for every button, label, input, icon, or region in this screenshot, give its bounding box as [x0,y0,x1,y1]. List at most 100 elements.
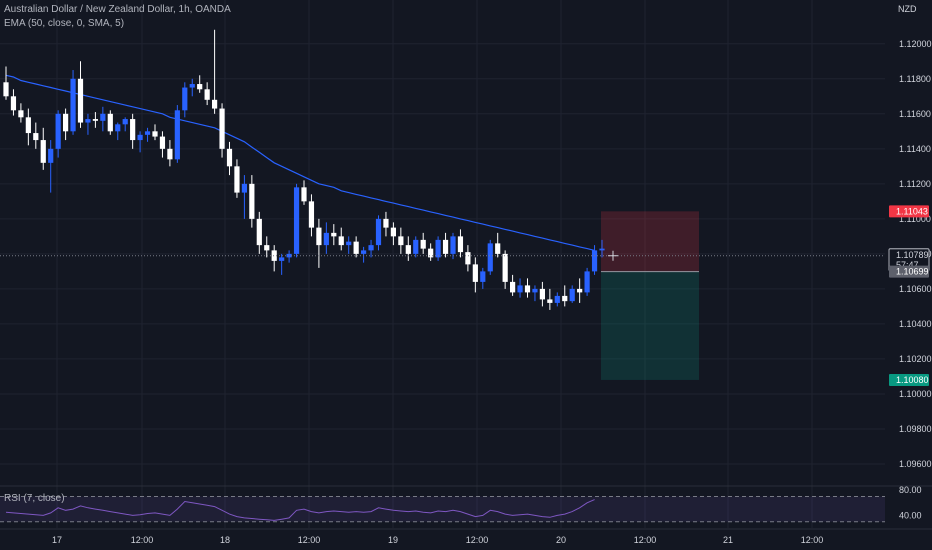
currency-label: NZD [898,4,917,14]
time-tick-label: 17 [52,535,62,545]
candle [219,103,225,158]
candle-body [375,218,382,246]
candle [256,211,262,254]
candle [554,292,560,307]
candle [293,183,300,258]
candle-body [130,119,136,141]
stop-loss-zone [601,211,699,272]
candle-body [137,134,143,141]
candle [457,229,464,258]
candle-body [465,252,471,265]
candle [532,285,538,302]
candle [495,232,501,258]
candle [241,175,247,219]
candle-body [159,136,166,149]
time-tick-label: 12:00 [466,535,489,545]
candle [152,124,158,141]
price-axis[interactable]: 1.12000 1.11800 1.11600 1.11400 1.11200 1.110… [899,39,932,521]
candle [77,61,84,128]
candle-body [122,119,128,125]
price-tick-label: 1.11800 [899,74,931,84]
candle-body [70,78,76,132]
candle [591,245,598,275]
candle-body [584,271,590,293]
candle-body [33,133,39,141]
price-tick-label: 1.10200 [899,354,932,364]
symbol-legend[interactable]: Australian Dollar / New Zealand Dollar, … [4,4,231,15]
candle [159,131,166,158]
candle-body [502,253,508,282]
time-tick-label: 20 [556,535,566,545]
rsi-tick-label: 80.00 [899,485,922,495]
candle [48,140,54,193]
candle-body [308,201,315,228]
candle-body [18,110,24,118]
candle-body [599,248,605,251]
candle [405,236,411,261]
candle-body [10,96,17,111]
ema-legend[interactable]: EMA (50, close, 0, SMA, 5) [4,18,125,29]
time-axis[interactable]: 17 12:00 18 12:00 19 12:00 20 12:00 21 12:00 [52,535,823,545]
candle [264,236,270,258]
candle-body [480,271,486,282]
price-tick-label: 1.10400 [899,319,932,329]
time-tick-label: 18 [220,535,230,545]
candle [316,218,322,268]
candle [226,141,233,176]
candle-body [241,183,247,193]
price-tick-label: 1.09600 [899,459,932,469]
candle [420,232,426,254]
stop-price-tag-bg [889,205,929,218]
candle-body [279,257,285,261]
candle-body [286,253,292,258]
candle [85,113,91,135]
rsi-band [0,496,885,522]
candle-body [338,236,344,246]
candle-body [577,288,583,293]
position-zones[interactable] [601,211,699,380]
candle [130,113,136,149]
candle [301,180,307,205]
candle-body [383,218,389,228]
candle [375,215,382,251]
rsi-legend[interactable]: RSI (7, close) [4,493,65,504]
price-tick-label: 1.12000 [899,39,932,49]
candle-body [144,131,151,135]
candle [398,227,404,254]
candle-body [517,285,523,293]
candle [524,278,531,298]
candle [539,281,545,307]
candle [331,224,337,246]
candle-body [562,295,568,302]
candle [167,140,173,167]
candle-body [77,78,84,123]
candle-body [316,227,322,246]
candle [338,227,344,251]
price-lines [0,250,885,261]
price-tick-label: 1.09800 [899,424,932,434]
candle [442,232,449,258]
candle-body [249,183,255,219]
candle-body [204,89,210,100]
candle [562,285,568,307]
candle-body [55,113,61,149]
candle [435,236,441,261]
candle-body [152,131,158,137]
candle [212,29,218,114]
candle [368,239,374,258]
candle-body [219,108,225,149]
candle-body [524,285,531,293]
candle-body [547,299,553,303]
candle-body [420,239,426,249]
candle [55,110,61,158]
entry-price-tag-label: 1.10699 [896,267,929,277]
candle-body [435,239,441,258]
time-tick-label: 21 [723,535,733,545]
candle [346,236,352,254]
candle [144,127,151,142]
candle [249,175,255,228]
candle-body [293,187,300,254]
time-tick-label: 12:00 [298,535,321,545]
candles-group [3,29,605,310]
